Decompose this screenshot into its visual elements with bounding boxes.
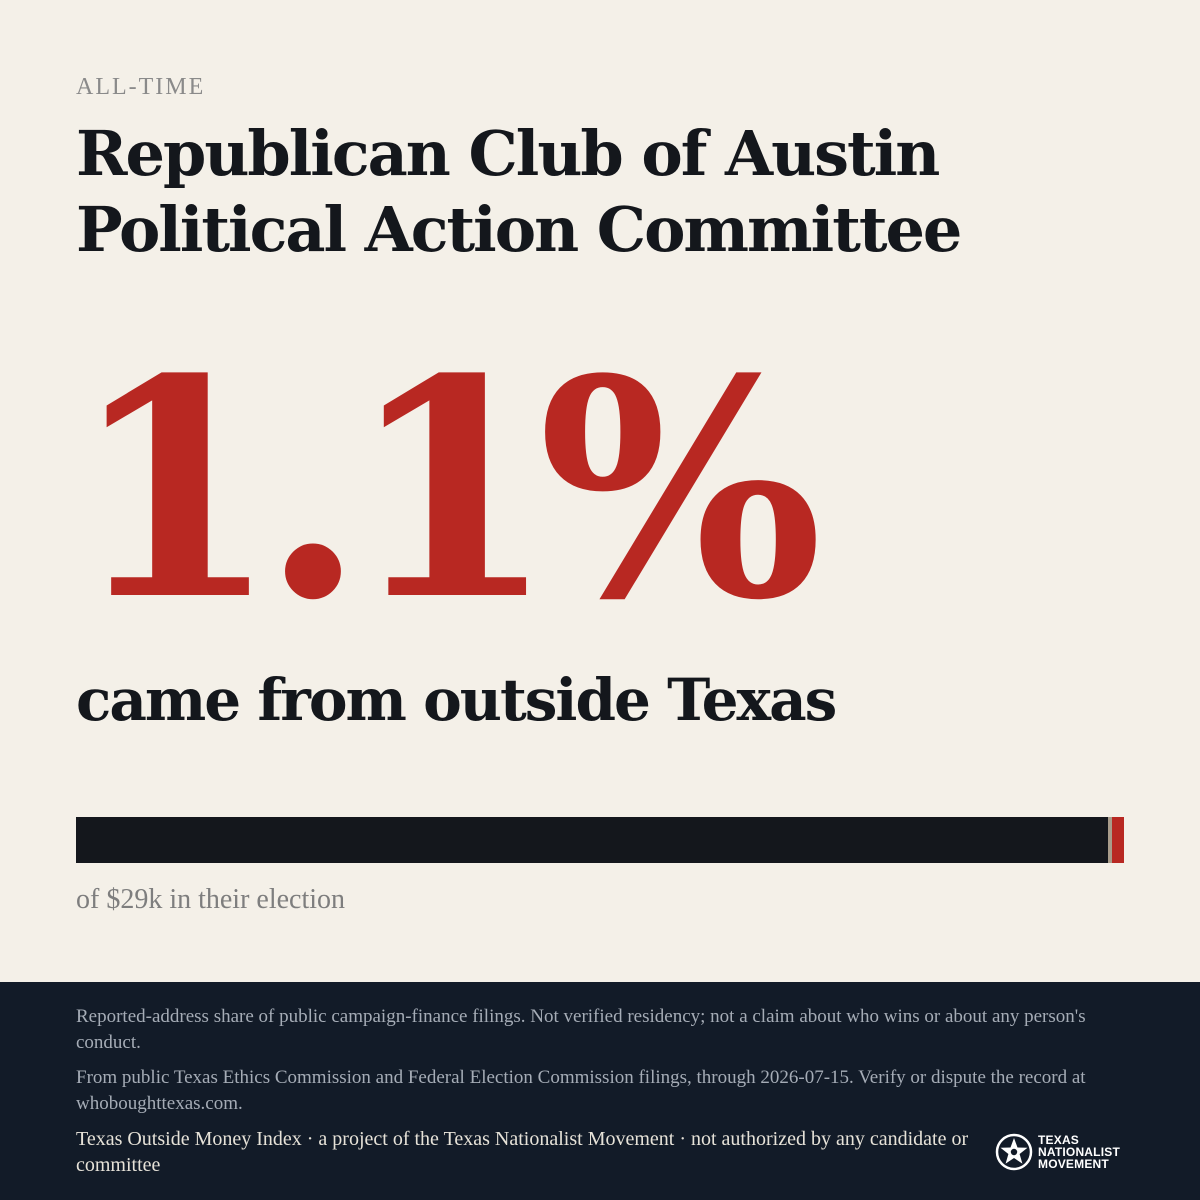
footer-disclaimer: Reported-address share of public campaig…	[76, 1006, 1086, 1053]
logo-line-3: MOVEMENT	[1038, 1157, 1109, 1171]
outside-share-value: 1.1%	[70, 313, 823, 666]
outside-share-caption: came from outside Texas	[76, 666, 837, 734]
footer-source: From public Texas Ethics Commission and …	[76, 1067, 1086, 1114]
page-title: Republican Club of Austin Political Acti…	[76, 117, 962, 266]
logo-line-2: NATIONALIST	[1038, 1145, 1120, 1159]
share-bar-fill	[1108, 817, 1124, 863]
total-raised-text: of $29k in their election	[76, 884, 346, 915]
tnm-logo: TEXAS NATIONALIST MOVEMENT	[994, 1132, 1120, 1172]
star-seal-icon	[995, 1133, 1033, 1171]
logo-wordmark: TEXAS NATIONALIST MOVEMENT	[1038, 1134, 1120, 1170]
logo-line-1: TEXAS	[1038, 1133, 1080, 1147]
footer-credit: Texas Outside Money Index · a project of…	[76, 1128, 969, 1176]
kicker-label: ALL-TIME	[76, 74, 206, 100]
share-bar	[76, 817, 1124, 863]
